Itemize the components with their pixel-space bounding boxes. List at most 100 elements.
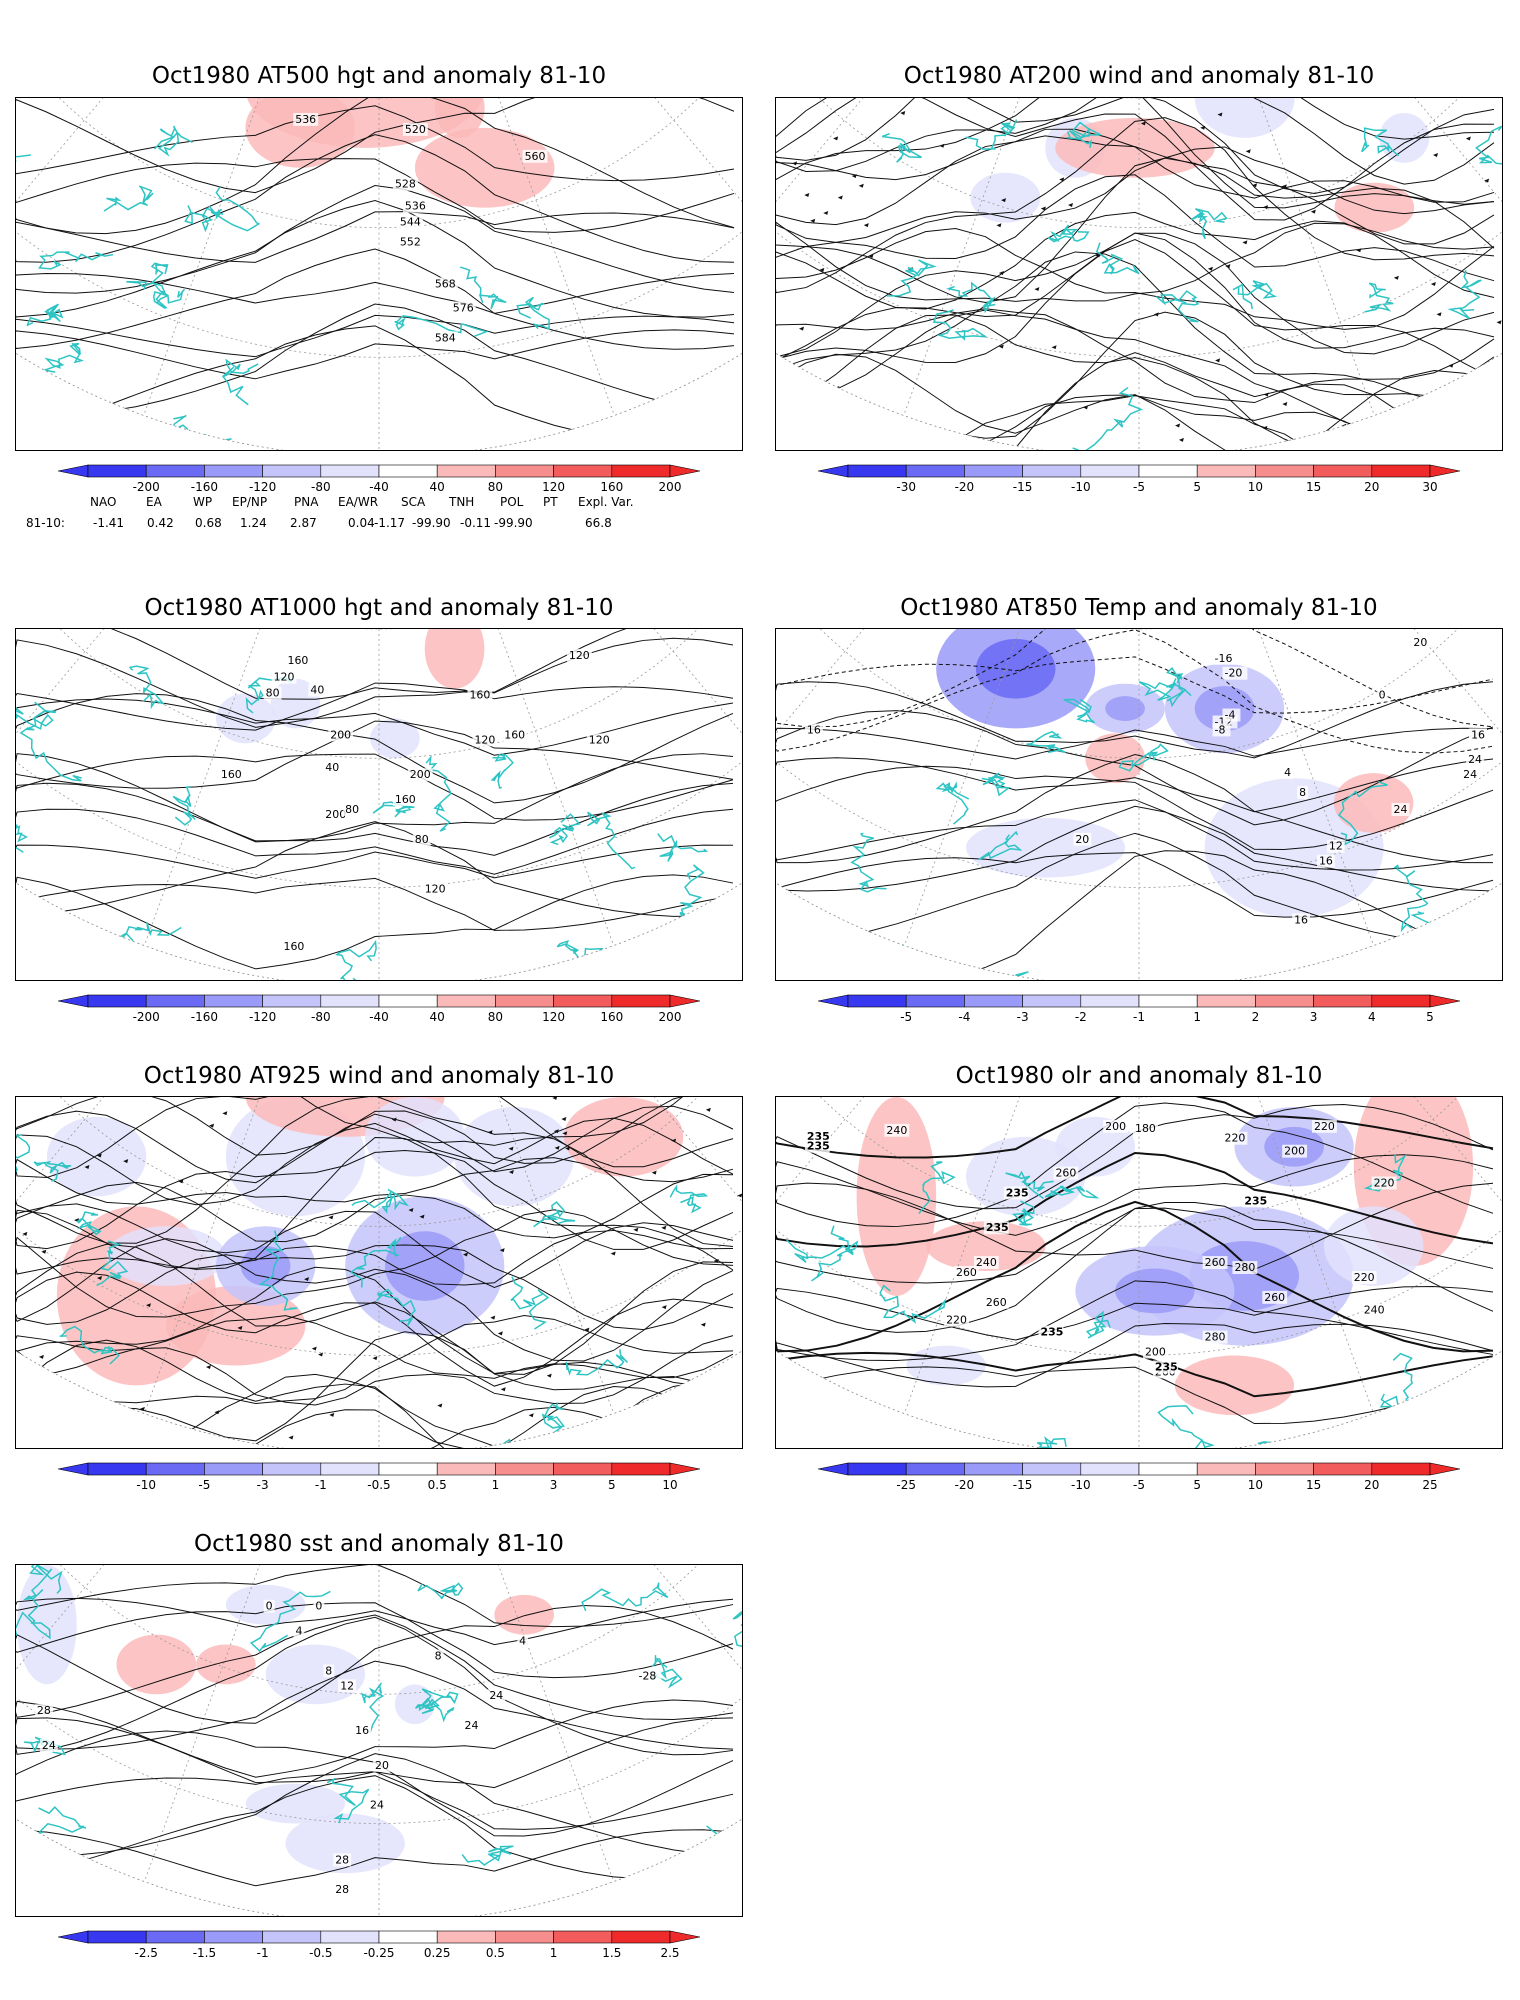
contour-label: 120 <box>589 733 610 746</box>
colorbar-tick-label: -30 <box>896 480 916 494</box>
contour-label: 16 <box>1294 913 1308 926</box>
contour-label: 80 <box>345 803 359 816</box>
map-svg <box>16 1097 742 1448</box>
teleconnection-value-row: 81-10: -1.41 0.42 0.68 1.24 2.87 0.04 -1… <box>0 516 760 532</box>
map-svg <box>776 98 1502 450</box>
contour-label: 160 <box>469 689 490 702</box>
colorbar-925wind: -10 -5 -3 -1 -0.5 0.5 1 3 5 10 <box>57 1459 701 1499</box>
contour-label: 220 <box>1354 1271 1375 1284</box>
contour-label: 20 <box>1413 636 1427 649</box>
contour-label: 235 <box>986 1221 1009 1234</box>
anomaly-patch <box>1194 98 1295 138</box>
colorbar-tick-label: 10 <box>1248 480 1263 494</box>
colorbar-segment <box>553 1930 613 1944</box>
contour-label: 536 <box>405 200 426 213</box>
colorbar-segment <box>1255 1462 1314 1476</box>
panel-7-title: Oct1980 sst and anomaly 81-10 <box>194 1531 564 1557</box>
colorbar-tick-label: -5 <box>900 1010 912 1024</box>
colorbar-segment <box>320 1462 380 1476</box>
colorbar-segment <box>1313 1462 1373 1476</box>
contour-label: 120 <box>274 671 295 684</box>
colorbar-tick-label: 5 <box>1193 480 1201 494</box>
colorbar-tick-label: 10 <box>1248 1478 1263 1492</box>
colorbar-segment <box>553 994 613 1008</box>
colorbar-tick-label: 160 <box>600 1010 623 1024</box>
colorbar-tick-label: -40 <box>369 1010 389 1024</box>
contour-label: 200 <box>1105 1120 1126 1133</box>
idx-value: 0.68 <box>195 516 222 530</box>
contour-label: 24 <box>42 1739 56 1752</box>
contour-label: -8 <box>1215 723 1226 736</box>
panel-1-title: Oct1980 AT500 hgt and anomaly 81-10 <box>151 63 607 89</box>
contour-label: 235 <box>1006 1186 1029 1199</box>
colorbar-tick-label: -20 <box>955 1478 975 1492</box>
colorbar-segment <box>1196 994 1256 1008</box>
colorbar-tick-label: -0.5 <box>367 1478 390 1492</box>
contour-label: 24 <box>465 1719 479 1732</box>
colorbar-segment <box>964 464 1023 478</box>
colorbar-tick-label: 0.25 <box>424 1946 451 1960</box>
idx-value: -1.17 <box>374 516 406 530</box>
colorbar-segment <box>1255 464 1314 478</box>
colorbar-tick-label: -3 <box>1017 1010 1029 1024</box>
map-panel-200wind <box>775 97 1503 451</box>
contour-label: 120 <box>569 649 590 662</box>
contour-label: 240 <box>976 1256 997 1269</box>
idx-header: SCA <box>401 495 426 509</box>
anomaly-patch <box>215 693 276 744</box>
colorbar-arrow-left <box>57 1462 89 1476</box>
colorbar-segment <box>1080 994 1140 1008</box>
colorbar-tick-label: -40 <box>369 480 389 494</box>
contour-label: 235 <box>1244 1194 1267 1207</box>
colorbar-tick-label: 200 <box>659 1010 682 1024</box>
contour-label: 220 <box>946 1314 967 1327</box>
colorbar-segment <box>495 464 554 478</box>
contour-label: 20 <box>1075 833 1089 846</box>
colorbar-segment <box>553 464 613 478</box>
colorbar-segment <box>145 464 205 478</box>
idx-header: Expl. Var. <box>578 495 634 509</box>
anomaly-patch <box>1174 1355 1295 1416</box>
colorbar-tick-label: 80 <box>488 480 503 494</box>
colorbar-segment <box>1080 1462 1140 1476</box>
colorbar-tick-label: 25 <box>1422 1478 1437 1492</box>
contour-label: 220 <box>1374 1176 1395 1189</box>
colorbar-segment <box>847 1462 907 1476</box>
contour-label: 80 <box>415 833 429 846</box>
colorbar-tick-label: -1 <box>315 1478 327 1492</box>
colorbar-segment <box>320 464 380 478</box>
panel-2-title: Oct1980 AT200 wind and anomaly 81-10 <box>903 63 1375 89</box>
idx-header: EA <box>146 495 162 509</box>
colorbar-tick-label: -0.5 <box>309 1946 332 1960</box>
contour-label: 24 <box>1463 768 1477 781</box>
contour-label: 220 <box>1314 1120 1335 1133</box>
colorbar-tick-label: -80 <box>311 1010 331 1024</box>
colorbar-tick-label: -10 <box>136 1478 156 1492</box>
anomaly-patch <box>454 1106 574 1207</box>
contour-label: 235 <box>807 1130 830 1143</box>
colorbar-tick-label: -15 <box>1013 480 1033 494</box>
contour-label: 4 <box>295 1625 302 1638</box>
contour-label: 200 <box>1284 1145 1305 1158</box>
contour-label: 12 <box>340 1679 354 1692</box>
colorbar-tick-label: 40 <box>430 480 445 494</box>
panel-4-title: Oct1980 AT850 Temp and anomaly 81-10 <box>900 595 1378 621</box>
colorbar-tick-label: 40 <box>430 1010 445 1024</box>
colorbar-tick-label: 1.5 <box>602 1946 621 1960</box>
colorbar-segment <box>1138 994 1198 1008</box>
colorbar-arrow-right <box>1429 1462 1461 1476</box>
colorbar-arrow-right <box>1429 464 1461 478</box>
contour-label: 8 <box>325 1664 332 1677</box>
colorbar-segment <box>905 1462 965 1476</box>
contour-label: 200 <box>1145 1346 1166 1359</box>
anomaly-patch <box>17 1565 77 1685</box>
contour-label: 544 <box>400 216 421 229</box>
colorbar-arrow-left <box>817 464 849 478</box>
colorbar-segment <box>1022 994 1082 1008</box>
map-svg: 536 520 528 536 544 552 560 568 576 584 <box>16 98 742 450</box>
colorbar-segment <box>495 1462 554 1476</box>
colorbar-arrow-left <box>57 1930 89 1944</box>
idx-header: POL <box>500 495 524 509</box>
colorbar-segment <box>1371 464 1431 478</box>
colorbar-tick-label: -120 <box>249 1010 276 1024</box>
